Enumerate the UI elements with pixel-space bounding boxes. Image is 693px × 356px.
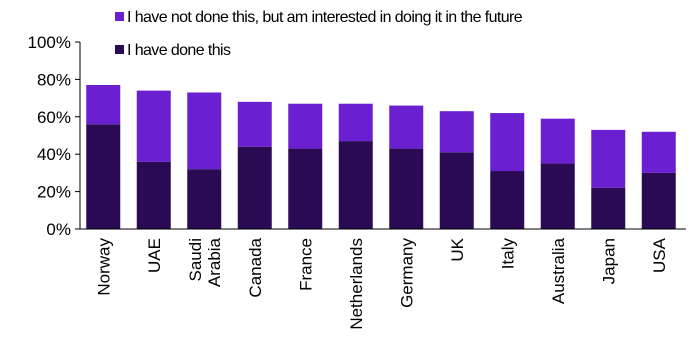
bar-interested-norway [86,85,121,125]
x-tick-label: SaudiArabia [186,237,224,287]
x-tick-label: UK [448,237,467,261]
x-tick-label: Japan [599,238,618,284]
bar-interested-australia [540,118,575,164]
y-axis: 0% 20% 40% 60% 80% 100% [28,33,81,239]
bar-done-france [288,148,323,229]
x-tick-label: UAE [145,238,164,273]
bars [86,85,676,229]
bar-done-uae [136,161,171,229]
y-tick-label: 60% [37,108,71,127]
legend-label: I have done this [127,42,231,59]
bar-interested-italy [490,113,525,172]
legend-label: I have not done this, but am interested … [127,9,523,26]
x-axis: Norway UAE SaudiArabia Canada France Netherla… [80,228,686,330]
bar-done-netherlands [338,141,373,229]
bar-interested-canada [237,101,272,147]
legend-swatch [115,45,124,54]
bar-done-canada [237,146,272,229]
x-tick-label: Italy [498,238,517,270]
bar-interested-japan [591,129,626,188]
bar-done-australia [540,163,575,229]
bar-interested-usa [641,131,676,173]
x-tick-label: Netherlands [347,238,366,330]
bar-interested-france [288,103,323,149]
bar-done-usa [641,172,676,229]
x-tick-label: USA [650,237,669,273]
x-tick-label: Germany [397,238,416,308]
y-tick-label: 20% [37,183,71,202]
x-tick-label: France [296,238,315,291]
y-tick-label: 0% [46,220,71,239]
bar-done-japan [591,187,626,229]
bar-interested-germany [389,105,424,149]
y-tick-label: 100% [28,33,71,52]
bar-interested-netherlands [338,103,373,142]
bar-interested-uae [136,90,171,162]
x-tick-label: Norway [94,238,113,296]
bar-done-germany [389,148,424,229]
y-tick-label: 80% [37,70,71,89]
bar-done-uk [439,152,474,229]
bar-done-norway [86,124,121,229]
bar-done-saudi-arabia [187,169,222,229]
legend-swatch [115,12,124,21]
bar-done-italy [490,171,525,229]
x-tick-label: Australia [549,237,568,304]
bar-interested-saudi-arabia [187,92,222,170]
legend: I have not done this, but am interested … [115,9,523,59]
y-tick-label: 40% [37,145,71,164]
bar-interested-uk [439,111,474,153]
x-tick-label: Canada [246,237,265,297]
